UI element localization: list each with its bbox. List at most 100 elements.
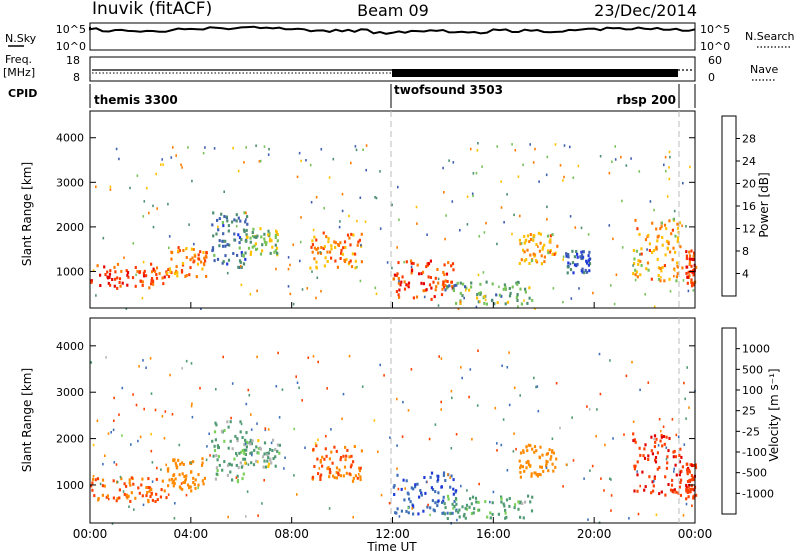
velocity-cell <box>284 456 286 459</box>
freq-label: Freq. <box>5 53 32 66</box>
power-cell <box>577 164 580 168</box>
power-cell <box>648 249 651 252</box>
velocity-cell <box>442 511 445 515</box>
velocity-cell <box>659 439 662 443</box>
power-cell <box>464 289 467 292</box>
velocity-cell <box>440 485 443 489</box>
velocity-cell <box>214 438 217 442</box>
velocity-cell <box>450 474 453 478</box>
velocity-cell <box>638 446 641 450</box>
power-cell <box>265 241 268 245</box>
power-cell <box>661 236 664 239</box>
velocity-cell <box>239 461 242 465</box>
velocity-cell <box>326 387 328 390</box>
power-cell <box>687 289 690 293</box>
velocity-cell <box>201 457 204 461</box>
power-cell <box>441 287 444 291</box>
power-cell <box>256 289 258 293</box>
velocity-cell <box>647 381 650 384</box>
velocity-cell <box>458 515 461 519</box>
velocity-cell <box>652 489 655 493</box>
velocity-cell <box>319 460 322 464</box>
power-cell <box>259 252 263 256</box>
power-cell <box>581 267 584 271</box>
power-cell <box>150 279 153 283</box>
power-cell <box>685 272 688 275</box>
power-cell <box>325 235 328 239</box>
power-cell <box>341 252 344 256</box>
velocity-cell <box>252 463 256 467</box>
power-cell <box>427 262 431 266</box>
power-cell <box>427 275 430 279</box>
velocity-cell <box>151 461 154 464</box>
power-ytick-label: 1000 <box>56 265 84 278</box>
velocity-cell <box>121 386 124 390</box>
velocity-cell <box>319 459 322 462</box>
velocity-cell <box>643 447 646 451</box>
power-colorbar-frame <box>721 115 737 297</box>
velocity-cell <box>155 492 158 496</box>
power-cell <box>519 214 521 218</box>
power-cell <box>163 275 166 279</box>
power-cell <box>462 282 465 286</box>
velocity-cell <box>293 427 295 431</box>
velocity-cell <box>610 509 612 512</box>
power-cell <box>540 254 543 258</box>
velocity-cell <box>139 435 142 439</box>
power-cell <box>672 218 675 221</box>
velocity-cell <box>673 470 675 473</box>
power-cell <box>161 276 164 280</box>
power-cell <box>435 285 438 289</box>
velocity-cell <box>536 385 539 388</box>
power-cell <box>195 275 198 279</box>
velocity-cell <box>468 505 471 509</box>
power-cell <box>430 297 433 301</box>
velocity-cell <box>160 468 162 471</box>
velocity-cell <box>267 428 270 431</box>
velocity-cell <box>341 417 343 420</box>
power-cell <box>240 283 243 287</box>
velocity-cell <box>476 404 479 407</box>
power-cell <box>541 247 544 251</box>
power-cell <box>655 247 658 251</box>
velocity-cell <box>673 467 675 471</box>
velocity-cell <box>358 473 360 476</box>
velocity-cell <box>513 386 516 389</box>
power-cell <box>523 234 526 238</box>
velocity-cell <box>549 457 552 461</box>
velocity-cell <box>664 475 667 479</box>
velocity-cell <box>545 459 548 463</box>
velocity-cell <box>249 438 252 442</box>
power-cell <box>267 229 270 233</box>
velocity-cell <box>335 449 338 453</box>
power-cell <box>634 273 637 277</box>
power-cell <box>243 161 245 164</box>
power-cell <box>509 291 512 295</box>
power-cell <box>365 144 368 147</box>
power-cell <box>526 301 529 305</box>
velocity-cell <box>667 449 670 453</box>
power-cell <box>526 234 530 238</box>
velocity-cell <box>176 465 179 469</box>
nave-tick-bottom: 0 <box>708 71 715 84</box>
power-cell <box>245 211 247 215</box>
velocity-cell <box>188 486 191 490</box>
power-cell <box>169 270 172 274</box>
velocity-cell <box>420 491 423 495</box>
power-cell <box>134 284 137 288</box>
power-cell <box>260 235 263 239</box>
velocity-cell <box>354 474 357 478</box>
velocity-cell <box>565 463 568 466</box>
velocity-cell <box>343 465 347 469</box>
power-cell <box>348 260 351 264</box>
power-cell <box>687 270 690 274</box>
power-cell <box>676 261 679 265</box>
velocity-cell <box>201 461 204 465</box>
power-cell <box>211 249 214 253</box>
power-cell <box>423 295 426 299</box>
power-cell <box>245 233 248 237</box>
velocity-colorbar-tick-label: 100 <box>742 384 763 397</box>
power-cell <box>412 296 415 300</box>
power-cell <box>685 254 688 258</box>
power-cell <box>534 147 536 151</box>
